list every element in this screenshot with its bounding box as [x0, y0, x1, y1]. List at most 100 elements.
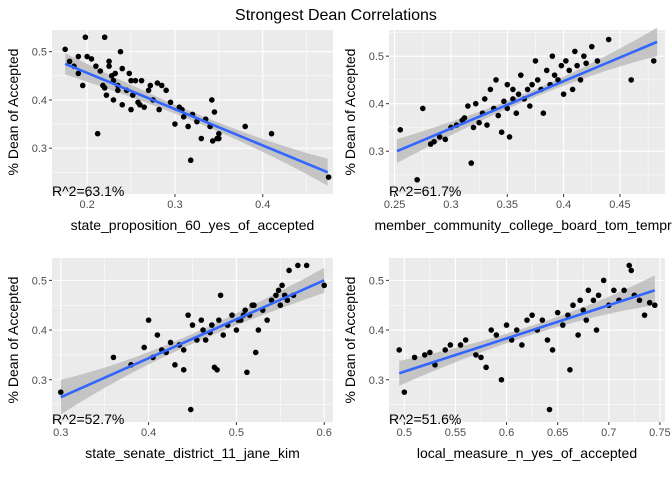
x-tick-label: 0.2	[79, 199, 94, 211]
x-axis-label: member_community_college_board_tom_tempr…	[374, 217, 672, 233]
x-tick-label: 0.5	[397, 427, 412, 439]
data-point	[75, 70, 82, 77]
x-tick-label: 0.35	[497, 199, 518, 211]
x-tick-label: 0.3	[167, 199, 182, 211]
chart-panel-4: 0.5 0.55 0.6 0.65 0.7 0.750.30.40.5R^2=51.6%l…	[342, 258, 671, 461]
data-point	[216, 317, 222, 323]
data-point	[411, 354, 418, 361]
x-tick-label: 0.4	[255, 199, 270, 211]
data-point	[279, 282, 285, 289]
data-point	[229, 312, 235, 318]
data-point	[565, 312, 571, 318]
data-point	[527, 103, 533, 109]
r-squared-annotation: R^2=63.1%	[52, 183, 124, 199]
regression-line	[60, 279, 325, 399]
data-point	[461, 115, 468, 121]
data-point	[532, 58, 539, 64]
data-point	[167, 99, 174, 106]
data-point	[303, 262, 310, 269]
data-point	[524, 86, 531, 93]
data-point	[554, 309, 561, 316]
data-point	[216, 130, 222, 137]
x-tick-label: 0.55	[445, 427, 466, 439]
data-point	[117, 48, 124, 55]
data-point	[419, 105, 426, 112]
x-tick-label: 0.7	[601, 427, 616, 439]
page-title: Strongest Dean Correlations	[235, 7, 437, 24]
data-point	[93, 63, 99, 69]
data-point	[209, 322, 215, 328]
data-point	[563, 58, 569, 64]
data-point	[251, 302, 257, 309]
data-point	[132, 77, 139, 84]
data-point	[286, 267, 292, 274]
data-point	[472, 100, 479, 107]
data-point	[575, 332, 581, 338]
y-tick-label: 0.4	[369, 99, 384, 111]
y-tick-label: 0.3	[369, 375, 384, 387]
data-point	[275, 287, 282, 294]
data-point	[158, 82, 165, 89]
data-point	[103, 92, 110, 98]
x-tick-label: 0.6	[317, 427, 332, 439]
data-point	[138, 77, 145, 84]
data-point	[577, 77, 584, 83]
data-point	[156, 106, 162, 113]
data-point	[555, 77, 561, 83]
x-axis-label: state_proposition_60_yes_of_accepted	[71, 217, 315, 233]
data-point	[295, 262, 301, 269]
data-point	[580, 307, 587, 313]
data-point	[498, 376, 505, 383]
data-point	[163, 87, 169, 94]
data-point	[216, 135, 222, 142]
y-tick-label: 0.4	[32, 325, 47, 337]
data-point	[325, 174, 332, 180]
x-tick-label: 0.75	[649, 427, 670, 439]
data-point	[595, 292, 602, 299]
data-point	[264, 317, 270, 323]
data-point	[513, 110, 520, 116]
data-point	[252, 349, 259, 356]
data-point	[141, 104, 148, 110]
data-point	[577, 297, 583, 304]
data-point	[180, 367, 187, 373]
data-point	[484, 122, 490, 128]
data-point	[273, 292, 279, 299]
data-point	[106, 63, 112, 69]
data-point	[462, 337, 469, 343]
data-point	[66, 58, 73, 65]
data-point	[546, 406, 553, 413]
data-point	[585, 287, 592, 294]
data-point	[481, 96, 488, 102]
data-point	[145, 87, 152, 94]
data-point	[321, 282, 328, 289]
data-point	[590, 297, 597, 304]
data-point	[147, 82, 154, 89]
data-point	[94, 130, 101, 137]
data-point	[84, 53, 90, 60]
data-point	[167, 339, 174, 346]
data-point	[101, 85, 108, 91]
data-point	[543, 67, 550, 74]
data-point	[185, 123, 191, 130]
data-point	[574, 62, 580, 69]
data-point	[214, 367, 220, 373]
data-point	[478, 354, 484, 361]
y-tick-label: 0.3	[32, 375, 47, 387]
data-point	[572, 48, 578, 55]
data-point	[628, 267, 635, 274]
data-point	[626, 262, 633, 269]
data-point	[397, 127, 404, 133]
data-point	[493, 332, 500, 338]
data-point	[534, 77, 541, 83]
data-point	[244, 369, 250, 376]
data-point	[128, 77, 134, 84]
data-point	[487, 86, 494, 93]
data-point	[277, 302, 284, 309]
data-point	[57, 389, 64, 395]
data-point	[233, 327, 240, 333]
regression-line	[64, 62, 329, 174]
data-point	[504, 81, 511, 88]
data-point	[495, 112, 502, 119]
